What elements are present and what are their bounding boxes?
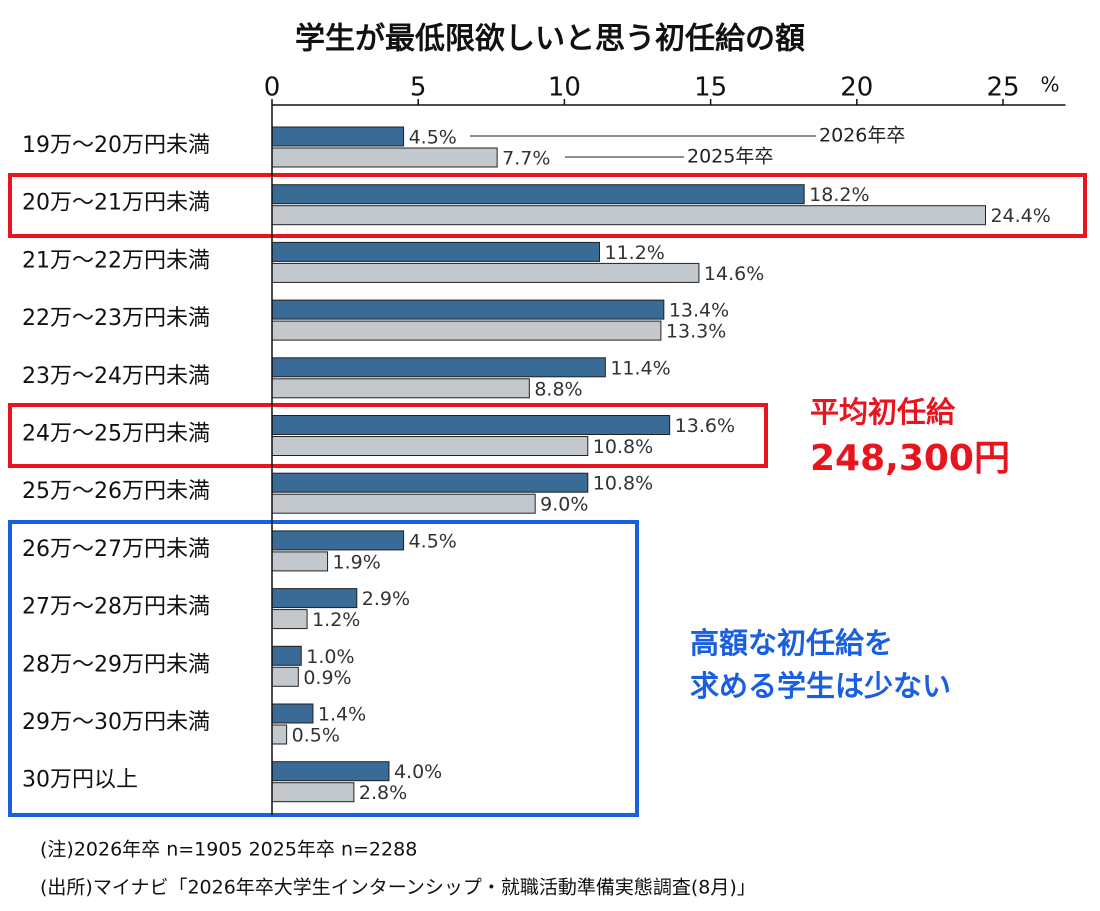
bar <box>271 147 498 168</box>
y-tick-label: 19万〜20万円未満 <box>22 133 210 158</box>
x-tick-label: 20 <box>840 73 873 103</box>
value-label: 4.5% <box>409 127 457 149</box>
y-tick-label: 21万〜22万円未満 <box>22 248 210 273</box>
value-label: 0.9% <box>303 667 351 689</box>
highlight-box <box>8 403 768 468</box>
bar <box>271 588 358 609</box>
bar <box>271 126 405 147</box>
bar <box>271 609 308 630</box>
bar <box>271 761 390 782</box>
y-tick-label: 28万〜29万円未満 <box>22 652 210 677</box>
y-tick-label: 25万〜26万円未満 <box>22 479 210 504</box>
value-label: 1.0% <box>306 646 354 668</box>
value-label: 11.2% <box>604 242 664 264</box>
y-tick-label: 20万〜21万円未満 <box>22 191 210 216</box>
legend-label: 2025年卒 <box>687 146 773 168</box>
bar <box>271 241 600 262</box>
value-label: 4.0% <box>394 761 442 783</box>
bar <box>271 415 671 435</box>
value-label: 2.9% <box>362 588 410 610</box>
value-label: 14.6% <box>704 263 764 285</box>
x-tick-label: 15 <box>694 73 727 103</box>
value-label: 24.4% <box>990 205 1050 227</box>
value-label: 13.3% <box>666 321 726 343</box>
chart-title: 学生が最低限欲しいと思う初任給の額 <box>295 22 805 57</box>
bar <box>271 378 530 399</box>
bar <box>271 184 805 205</box>
x-tick-label: 10 <box>548 73 581 103</box>
y-tick-label: 22万〜23万円未満 <box>22 306 210 331</box>
value-label: 10.8% <box>593 436 653 458</box>
bar <box>271 666 299 687</box>
bar <box>271 645 302 666</box>
y-tick-label: 23万〜24万円未満 <box>22 364 210 389</box>
x-unit: % <box>1040 73 1059 97</box>
y-tick-label: 30万円以上 <box>22 768 138 793</box>
value-label: 1.2% <box>312 609 360 631</box>
bar <box>271 472 589 493</box>
bar <box>271 724 288 745</box>
note: (出所)マイナビ「2026年卒大学生インターンシップ・就職活動準備実態調査(8月… <box>40 877 756 899</box>
value-label: 11.4% <box>610 357 670 379</box>
value-label: 1.4% <box>318 704 366 726</box>
bar <box>271 782 355 803</box>
y-tick-label: 29万〜30万円未満 <box>22 710 210 735</box>
value-label: 8.8% <box>534 378 582 400</box>
value-label: 7.7% <box>502 148 550 170</box>
annotation: 求める学生は少ない <box>690 669 951 703</box>
value-label: 9.0% <box>540 494 588 516</box>
bar <box>271 493 536 514</box>
value-label: 13.6% <box>675 415 735 437</box>
value-label: 18.2% <box>809 184 869 206</box>
value-label: 2.8% <box>359 782 407 804</box>
bar <box>271 436 589 456</box>
value-label: 10.8% <box>593 473 653 495</box>
value-label: 0.5% <box>292 725 340 747</box>
y-tick-label: 24万〜25万円未満 <box>22 422 210 447</box>
y-tick-label: 26万〜27万円未満 <box>22 537 210 562</box>
bar <box>271 205 986 226</box>
value-label: 4.5% <box>409 530 457 552</box>
highlight-box <box>8 520 639 817</box>
annotation: 高額な初任給を <box>690 626 893 660</box>
bar <box>271 530 405 551</box>
bar <box>271 357 606 378</box>
value-label: 1.9% <box>333 551 381 573</box>
highlight-box <box>8 173 1087 238</box>
x-tick-label: 0 <box>264 73 281 103</box>
note: (注)2026年卒 n=1905 2025年卒 n=2288 <box>40 839 417 861</box>
bar <box>271 703 314 724</box>
annotation: 平均初任給 <box>810 395 956 429</box>
bar <box>271 262 700 283</box>
value-label: 13.4% <box>669 300 729 322</box>
bar <box>271 551 329 572</box>
bar <box>271 299 665 320</box>
x-tick-label: 25 <box>986 73 1019 103</box>
y-tick-label: 27万〜28万円未満 <box>22 595 210 620</box>
x-tick-label: 5 <box>410 73 427 103</box>
legend-label: 2026年卒 <box>819 125 905 147</box>
bar <box>271 320 662 341</box>
annotation: 248,300円 <box>810 438 1010 479</box>
